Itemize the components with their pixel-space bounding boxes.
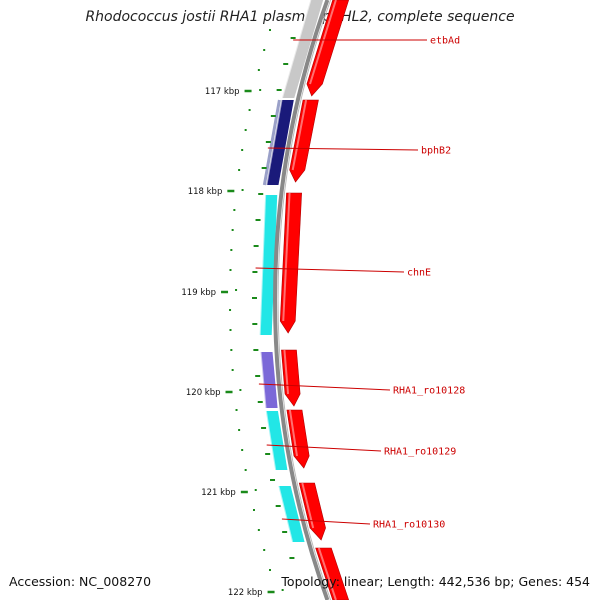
backbone-shadow: [277, 0, 332, 600]
ruler-label: 121 kbp: [201, 488, 236, 498]
gene-leader-line: [255, 267, 405, 273]
ruler-label: 118 kbp: [188, 187, 223, 197]
gene-labels: etbAd bphB2 chnE RHA1_ro10128 RHA1_ro10129 RH…: [255, 36, 465, 531]
gene-leader-line: [266, 444, 382, 452]
category-edge: [280, 0, 312, 99]
cds-track: [279, 0, 350, 600]
category-block: [266, 100, 294, 185]
cds-arrow: [306, 0, 350, 97]
gene-label: RHA1_ro10128: [393, 386, 465, 397]
map-title: Rhodococcus jostii RHA1 plasmid pRHL2, c…: [85, 9, 515, 25]
gene-label: RHA1_ro10130: [373, 520, 445, 531]
ruler-label: 119 kbp: [181, 288, 216, 298]
category-edge: [258, 194, 267, 336]
gene-label: chnE: [407, 268, 431, 279]
category-edge: [259, 351, 267, 409]
kbp-ruler: 117 kbp 118 kbp 119 kbp 120 kbp 121 kbp 122 k…: [181, 29, 284, 598]
category-edge: [264, 410, 277, 471]
cds-highlight: [288, 409, 298, 457]
cds-highlight: [291, 99, 308, 171]
gene-leader-line: [258, 383, 391, 391]
cds-highlight: [282, 192, 291, 322]
ruler-label: 120 kbp: [186, 388, 221, 398]
gene-label: RHA1_ro10129: [384, 447, 456, 458]
category-edge: [265, 99, 283, 186]
category-block: [265, 411, 288, 470]
gene-leader-line: [267, 147, 419, 151]
category-band: [262, 99, 281, 186]
category-track: [252, 0, 324, 559]
category-edge: [277, 485, 294, 543]
cds-highlight: [309, 0, 337, 85]
summary-text: Topology: linear; Length: 442,536 bp; Ge…: [281, 574, 590, 589]
gene-label: etbAd: [430, 36, 460, 47]
ruler-label: 122 kbp: [228, 588, 263, 598]
backbone-line: [273, 0, 330, 600]
gene-leader-line: [281, 518, 371, 525]
accession-text: Accession: NC_008270: [9, 574, 152, 589]
category-block: [281, 0, 324, 98]
cds-highlight: [317, 547, 337, 600]
category-block: [278, 486, 305, 542]
backbone: [273, 0, 332, 600]
ruler-label: 117 kbp: [205, 87, 240, 97]
cds-highlight: [283, 349, 290, 395]
gene-label: bphB2: [421, 146, 451, 157]
